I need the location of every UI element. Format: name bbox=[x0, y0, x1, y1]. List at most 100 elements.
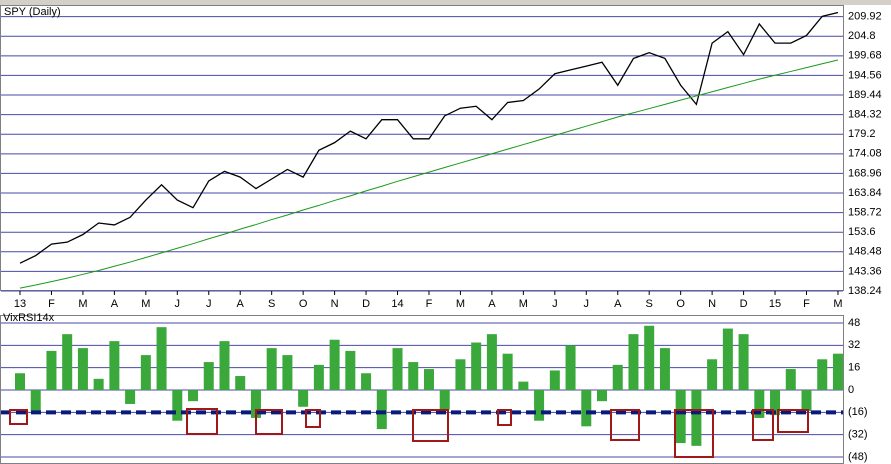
bar bbox=[46, 350, 57, 390]
bar bbox=[612, 364, 623, 390]
x-tick-label: F bbox=[426, 298, 433, 310]
bar bbox=[140, 355, 151, 390]
bar bbox=[30, 390, 41, 411]
x-tick-label: J bbox=[175, 298, 181, 310]
x-tick-label: A bbox=[614, 298, 622, 310]
x-tick-label: 13 bbox=[14, 298, 26, 310]
bar bbox=[659, 348, 670, 390]
bar bbox=[785, 369, 796, 390]
x-tick-label: M bbox=[78, 298, 87, 310]
y-tick-label: (16) bbox=[848, 406, 868, 418]
x-tick-label: O bbox=[676, 298, 685, 310]
bar bbox=[801, 390, 812, 411]
x-tick-label: J bbox=[552, 298, 558, 310]
bar bbox=[644, 325, 655, 390]
x-tick-label: N bbox=[708, 298, 716, 310]
bar bbox=[549, 370, 560, 390]
y-tick-label: 32 bbox=[848, 339, 860, 351]
highlight-box bbox=[610, 409, 640, 441]
bar bbox=[392, 348, 403, 390]
y-tick-label: 179.2 bbox=[848, 128, 876, 140]
y-tick-label: 194.56 bbox=[848, 69, 882, 81]
y-tick-label: 48 bbox=[848, 317, 860, 329]
price-line bbox=[19, 11, 839, 264]
highlight-box bbox=[186, 408, 218, 435]
y-tick-label: 163.84 bbox=[848, 187, 882, 199]
y-tick-label: 199.68 bbox=[848, 50, 882, 62]
highlight-box bbox=[305, 409, 321, 428]
y-tick-label: 204.8 bbox=[848, 30, 876, 42]
x-tick-label: D bbox=[362, 298, 370, 310]
y-tick-label: 158.72 bbox=[848, 207, 882, 219]
bar bbox=[15, 373, 25, 390]
y-tick-label: (48) bbox=[848, 451, 868, 463]
bar bbox=[486, 334, 497, 390]
price-line bbox=[19, 59, 839, 289]
highlight-box bbox=[255, 409, 283, 435]
highlight-box bbox=[777, 409, 809, 433]
y-tick-label: 174.08 bbox=[848, 148, 882, 160]
y-tick-label: 148.48 bbox=[848, 246, 882, 258]
x-tick-label: 14 bbox=[391, 298, 403, 310]
bar bbox=[329, 339, 340, 390]
bar bbox=[770, 390, 781, 416]
bar bbox=[691, 390, 702, 446]
bar bbox=[675, 390, 686, 444]
bar bbox=[172, 390, 183, 421]
highlight-box bbox=[412, 409, 449, 442]
bar bbox=[439, 390, 450, 410]
x-tick-label: M bbox=[833, 298, 842, 310]
highlight-box bbox=[752, 409, 774, 441]
y-tick-label: (32) bbox=[848, 429, 868, 441]
x-tick-label: S bbox=[646, 298, 653, 310]
x-tick-label: A bbox=[111, 298, 119, 310]
bar bbox=[109, 341, 120, 390]
bar bbox=[203, 362, 214, 390]
y-tick-label: 0 bbox=[848, 384, 854, 396]
bar bbox=[534, 390, 545, 421]
bar bbox=[707, 359, 718, 390]
chart-title: SPY (Daily) bbox=[4, 6, 61, 18]
y-tick-label: 143.36 bbox=[848, 265, 882, 277]
highlight-box bbox=[497, 409, 512, 426]
y-tick-label: 153.6 bbox=[848, 226, 876, 238]
x-tick-label: 15 bbox=[769, 298, 781, 310]
bar bbox=[313, 364, 324, 390]
bar bbox=[235, 376, 246, 390]
indicator-title: VixRSI14x bbox=[3, 312, 55, 324]
bar bbox=[361, 373, 372, 390]
x-tick-label: J bbox=[584, 298, 590, 310]
x-tick-label: A bbox=[237, 298, 245, 310]
bar bbox=[376, 390, 387, 430]
bar bbox=[455, 359, 466, 390]
bar bbox=[156, 327, 167, 390]
x-tick-label: M bbox=[519, 298, 528, 310]
x-tick-label: F bbox=[803, 298, 810, 310]
bar bbox=[250, 390, 261, 418]
bar bbox=[581, 390, 592, 427]
bar bbox=[471, 342, 482, 390]
x-tick-label: N bbox=[331, 298, 339, 310]
bar bbox=[518, 381, 529, 390]
y-tick-label: 16 bbox=[848, 362, 860, 374]
y-tick-label: 209.92 bbox=[848, 11, 882, 23]
bar bbox=[298, 390, 309, 407]
x-tick-label: D bbox=[740, 298, 748, 310]
bar bbox=[597, 390, 608, 402]
y-tick-label: 168.96 bbox=[848, 167, 882, 179]
bar bbox=[738, 334, 749, 390]
top-strip bbox=[0, 0, 891, 5]
bar bbox=[628, 334, 639, 390]
plot-layer: 138.24 143.36 148.48 153.6 158.72 163.84 168.9… bbox=[1, 11, 882, 463]
bar bbox=[565, 345, 576, 390]
bar bbox=[345, 350, 356, 390]
x-tick-label: M bbox=[456, 298, 465, 310]
x-tick-label: F bbox=[48, 298, 55, 310]
bar bbox=[423, 369, 434, 390]
bar bbox=[754, 390, 765, 418]
bar bbox=[502, 353, 513, 390]
bar bbox=[266, 348, 277, 390]
bar bbox=[93, 378, 104, 390]
x-tick-label: O bbox=[299, 298, 308, 310]
y-tick-label: 184.32 bbox=[848, 109, 882, 121]
